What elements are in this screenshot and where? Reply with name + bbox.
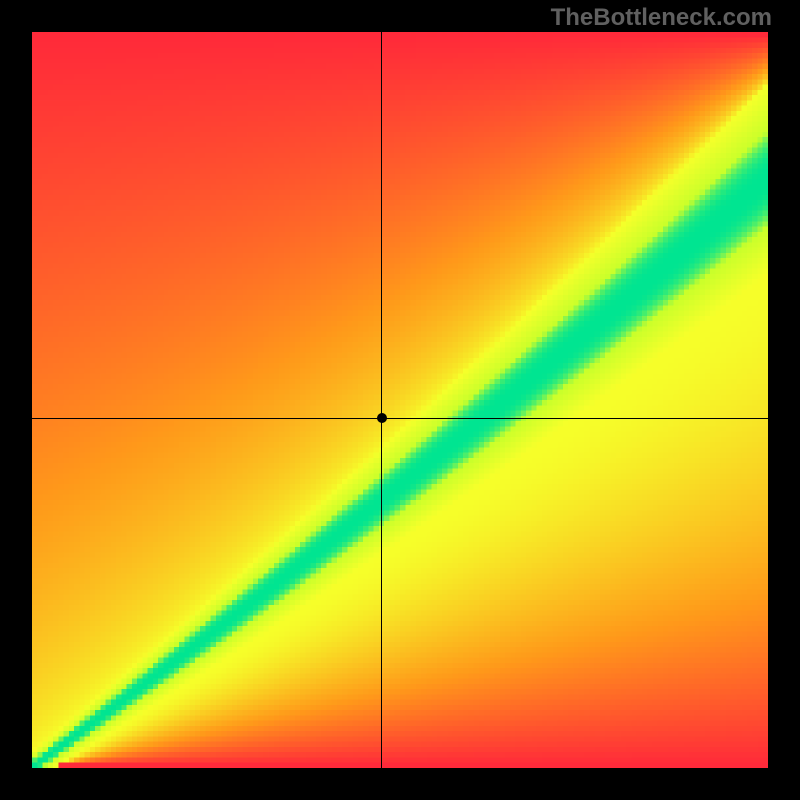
crosshair-horizontal [32,418,768,419]
chart-frame: TheBottleneck.com [0,0,800,800]
watermark-text: TheBottleneck.com [551,4,772,32]
crosshair-vertical [381,32,382,768]
heatmap-canvas [32,32,768,768]
plot-area [32,32,768,768]
crosshair-dot [377,413,387,423]
